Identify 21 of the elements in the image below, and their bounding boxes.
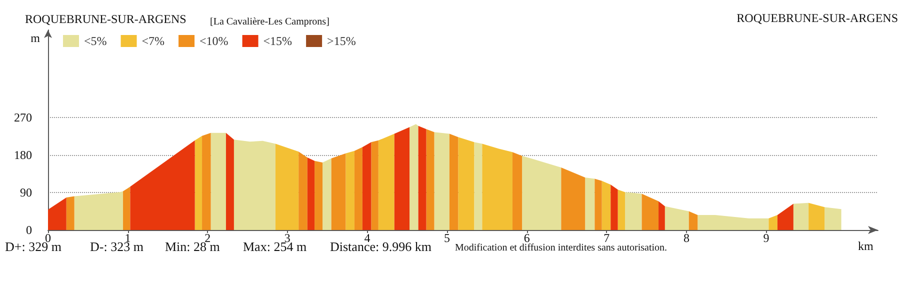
chart-subtitle: [La Cavalière-Les Camprons] (210, 16, 330, 28)
x-tick-label: 7 (604, 231, 610, 245)
text: Modification et diffusion interdites sans autorisation. (455, 242, 668, 254)
legend-label: <7% (142, 34, 165, 48)
legend-label: <5% (84, 34, 107, 48)
y-tick-label: 270 (14, 110, 32, 124)
x-tick-label: 6 (524, 231, 530, 245)
x-axis-title: km (858, 239, 874, 253)
text: ROQUEBRUNE-SUR-ARGENS (736, 11, 898, 25)
x-tick-label: 8 (683, 231, 690, 245)
x-tick-label: 5 (444, 231, 450, 245)
chart-title: ROQUEBRUNE-SUR-ARGENS (25, 12, 186, 26)
legend-label: <10% (200, 34, 228, 48)
y-tick-label: 180 (14, 148, 32, 162)
x-tick-label: 4 (364, 231, 370, 245)
legend-label: <15% (263, 34, 292, 48)
x-tick-label: 2 (204, 231, 211, 245)
legend-label: >15% (327, 34, 356, 48)
y-tick-label: 90 (20, 186, 32, 200)
x-tick-label: 9 (763, 231, 770, 245)
y-axis-title: m (30, 31, 41, 45)
